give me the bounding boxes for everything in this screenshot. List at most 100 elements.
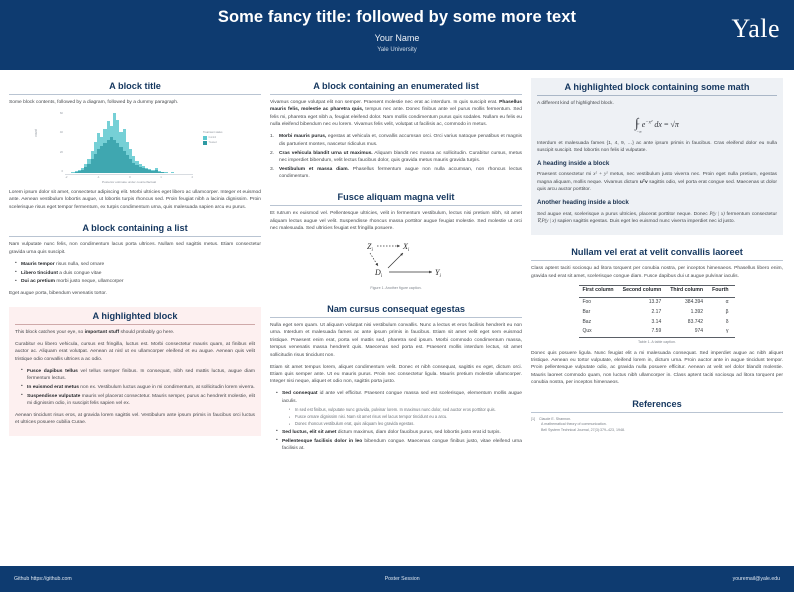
figure-chart-wrap: count 60 40 20 0 -2 -1 <box>9 111 261 185</box>
dag-node-x: Xi <box>402 242 410 253</box>
block-highlighted-math: A highlighted block containing some math… <box>531 78 783 236</box>
block-body: Class aptent taciti sociosqu ad litora t… <box>531 265 783 387</box>
chart-bar-segment <box>87 163 91 173</box>
table-cell: 974 <box>667 327 710 339</box>
list-item-text: id ante vel efficitur. Praesent congue m… <box>282 391 522 404</box>
chart-xticks: -2 -1 0 1 2 <box>65 175 193 179</box>
dag-diagram: Zi Xi Di Yi <box>367 242 441 279</box>
affiliation: Yale University <box>377 47 417 54</box>
chart-bar-segment <box>113 139 117 173</box>
list-item-lead: Sed luctus, elit sit amet <box>282 429 337 435</box>
legend-label: Treated <box>208 141 217 145</box>
bullet-list: Fusce dapibus tellus vel tellus semper f… <box>15 367 255 408</box>
table-cell: 384.394 <box>685 299 704 306</box>
chart-bar-segment <box>103 142 107 173</box>
sub-bullet-list: In sed est finibus, vulputate nunc gravi… <box>282 407 522 428</box>
divider <box>537 95 777 96</box>
chart-bar-segment <box>71 171 75 173</box>
table-cell: 13.37 <box>648 299 662 306</box>
chart-bar-segment <box>125 154 130 173</box>
chart-bar-segment <box>161 171 165 173</box>
table-cell: Foo <box>582 299 592 306</box>
list-item-lead: Vestibulum et massa diam. <box>279 166 349 172</box>
block-title: Nam cursus consequat egestas <box>327 303 465 314</box>
reference-author: Claude E. Shannon. <box>539 416 572 421</box>
block-title: References <box>632 398 682 409</box>
chart-bar-segment <box>132 162 136 173</box>
paragraph: Interdum et malesuada fames {1, 4, 9, …}… <box>537 140 777 154</box>
integral-sign-icon: ∫ <box>635 115 639 131</box>
equation-lower-limit: −∞ <box>636 128 642 134</box>
list-item: Mauris tempor risus nulla, sed ornare <box>15 260 261 268</box>
divider <box>270 205 522 207</box>
list-item-text: non ex. Vestibulum luctus augue in mi co… <box>78 384 255 390</box>
text-part: metus, nec vestibulum justo viverra nec.… <box>537 172 778 185</box>
list-item-lead: Dui ac pretium <box>21 279 55 285</box>
chart-bar <box>138 111 142 173</box>
chart-bar <box>113 111 117 173</box>
footer-email-link[interactable]: youremail@yale.edu <box>732 576 780 582</box>
legend-swatch-icon <box>203 140 207 145</box>
text-part: sapien sagittis egestas. Duis eget leo e… <box>556 219 735 225</box>
list-item: Vestibulum et massa diam. Phasellus ferm… <box>270 166 522 181</box>
table-cell: α <box>725 299 729 306</box>
chart-bar-segment <box>154 169 158 173</box>
equation-equals: = <box>663 120 669 130</box>
table-row: Baz 3.14 83.742 δ <box>579 318 734 328</box>
block-a-highlighted-block: A highlighted block This block catches y… <box>9 306 261 437</box>
paragraph: Eget augue porta, bibendum venenatis tor… <box>9 291 107 297</box>
block-references: References [1] Claude E. Shannon. A mathe… <box>531 396 783 434</box>
chart-bar <box>190 111 193 173</box>
sub-list-item: In sed est finibus, vulputate nunc gravi… <box>289 407 522 413</box>
chart-bar <box>145 111 149 173</box>
block-title: A block containing an enumerated list <box>313 81 479 91</box>
chart-bar <box>148 111 152 173</box>
divider <box>531 411 783 413</box>
chart-bar <box>71 111 75 173</box>
table-cell: 1.392 <box>690 308 704 315</box>
chart-bar <box>132 111 136 173</box>
equation-body: e <box>641 120 646 130</box>
chart-bar <box>81 111 85 173</box>
list-item-lead: Sed consequat <box>282 391 318 397</box>
chart-ytick: 20 <box>59 149 63 154</box>
chart-xlabel: Posterior estimate under counterfactual <box>102 179 156 184</box>
chart-plot-area <box>65 111 193 173</box>
table-header-cell: Second column <box>619 284 668 298</box>
chart-bar-segment <box>100 145 104 173</box>
dag-node-z: Zi <box>367 242 373 253</box>
list-item-lead: Cras vehicula blandit urna ut maximus. <box>279 150 373 156</box>
list-item: In euismod erat metus non ex. Vestibulum… <box>21 383 255 391</box>
inline-math: x² + y² <box>593 172 608 178</box>
dag-node-y: Yi <box>435 268 441 279</box>
block-body: Vivamus congue volutpat elit non semper.… <box>270 99 522 180</box>
paragraph: Etiam sit amet tempus lorem, aliquet con… <box>270 364 522 385</box>
footer-github-link[interactable]: Github https://github.com <box>14 576 72 582</box>
middle-column: A block containing an enumerated list Vi… <box>270 78 522 560</box>
emphasis: Phasellus mauris felis, molestie ac phar… <box>270 100 522 113</box>
chart-bar-segment <box>122 150 126 173</box>
inline-math: ∇ₓP(y | x) <box>537 219 557 225</box>
chart-bar-segment <box>141 167 146 173</box>
chart-bar <box>77 111 82 173</box>
block-title: A block containing a list <box>82 223 188 234</box>
table-header-cell: First column <box>579 284 620 298</box>
histogram-chart: count 60 40 20 0 -2 -1 <box>34 111 235 185</box>
paragraph: A different kind of highlighted block. <box>537 101 614 106</box>
list-item-lead: In euismod erat metus <box>27 384 79 390</box>
block-body: Some block contents, followed by a diagr… <box>9 99 261 211</box>
chart-bar-segment <box>135 164 139 173</box>
text-part: This block catches your eye, so <box>15 329 85 335</box>
divider <box>15 323 255 325</box>
chart-bar <box>90 111 94 173</box>
chart-xtick: -1 <box>97 174 100 179</box>
paragraph: Aenean tincidunt risus eros, at gravida … <box>15 412 255 426</box>
chart-bar-segment <box>164 171 168 173</box>
yale-logo: Yale <box>731 14 780 43</box>
block-title: A block title <box>109 81 161 91</box>
chart-legend: Treatment status Control Treated <box>203 131 235 146</box>
paragraph: Praesent consectetur mi x² + y² metus, n… <box>537 171 777 193</box>
list-item-lead: Morbi mauris purus, <box>279 134 327 140</box>
table-cell: 83.742 <box>687 318 704 325</box>
